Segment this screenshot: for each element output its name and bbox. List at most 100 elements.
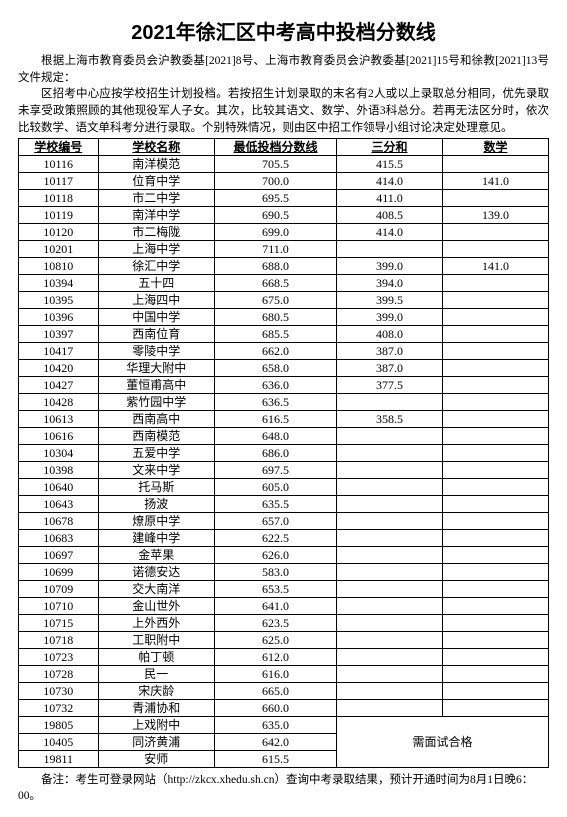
table-row: 10395上海四中675.0399.5 (19, 292, 549, 309)
table-row: 10119南洋中学690.5408.5139.0 (19, 207, 549, 224)
cell-sum: 394.0 (336, 275, 442, 292)
table-row: 10117位育中学700.0414.0141.0 (19, 173, 549, 190)
cell-id: 10118 (19, 190, 99, 207)
cell-name: 西南模范 (98, 428, 215, 445)
cell-min: 648.0 (215, 428, 337, 445)
col-math: 数学 (442, 139, 548, 156)
cell-id: 10730 (19, 683, 99, 700)
cell-min: 626.0 (215, 547, 337, 564)
cell-id: 10395 (19, 292, 99, 309)
cell-sum: 387.0 (336, 343, 442, 360)
cell-math (442, 581, 548, 598)
table-row: 10810徐汇中学688.0399.0141.0 (19, 258, 549, 275)
table-row: 10116南洋模范705.5415.5 (19, 156, 549, 173)
cell-min: 635.5 (215, 496, 337, 513)
table-row: 10201上海中学711.0 (19, 241, 549, 258)
table-row: 10304五爱中学686.0 (19, 445, 549, 462)
cell-math (442, 445, 548, 462)
cell-name: 文来中学 (98, 462, 215, 479)
cell-sum: 411.0 (336, 190, 442, 207)
table-row: 10683建峰中学622.5 (19, 530, 549, 547)
cell-min: 700.0 (215, 173, 337, 190)
cell-min: 711.0 (215, 241, 337, 258)
table-row: 10420华理大附中658.0387.0 (19, 360, 549, 377)
table-row: 10723帕丁顿612.0 (19, 649, 549, 666)
cell-math (442, 394, 548, 411)
cell-id: 10396 (19, 309, 99, 326)
cell-name: 南洋中学 (98, 207, 215, 224)
cell-min: 615.5 (215, 751, 337, 768)
table-row: 10643扬波635.5 (19, 496, 549, 513)
cell-id: 10116 (19, 156, 99, 173)
cell-name: 金山世外 (98, 598, 215, 615)
intro-p1: 根据上海市教育委员会沪教委基[2021]8号、上海市教育委员会沪教委基[2021… (18, 53, 549, 86)
cell-sum: 414.0 (336, 224, 442, 241)
cell-min: 662.0 (215, 343, 337, 360)
cell-name: 民一 (98, 666, 215, 683)
cell-min: 686.0 (215, 445, 337, 462)
cell-sum: 415.5 (336, 156, 442, 173)
cell-sum: 377.5 (336, 377, 442, 394)
cell-min: 705.5 (215, 156, 337, 173)
cell-id: 10119 (19, 207, 99, 224)
cell-math (442, 360, 548, 377)
cell-math (442, 190, 548, 207)
cell-sum (336, 615, 442, 632)
cell-sum (336, 496, 442, 513)
cell-min: 616.5 (215, 411, 337, 428)
cell-id: 10683 (19, 530, 99, 547)
table-row: 10120市二梅陇699.0414.0 (19, 224, 549, 241)
cell-math (442, 326, 548, 343)
cell-name: 华理大附中 (98, 360, 215, 377)
cell-sum: 399.5 (336, 292, 442, 309)
cell-min: 668.5 (215, 275, 337, 292)
cell-sum (336, 547, 442, 564)
col-id: 学校编号 (19, 139, 99, 156)
cell-id: 10304 (19, 445, 99, 462)
cell-math (442, 496, 548, 513)
cell-math (442, 598, 548, 615)
cell-sum (336, 666, 442, 683)
table-row: 10640托马斯605.0 (19, 479, 549, 496)
cell-math (442, 241, 548, 258)
cell-id: 10697 (19, 547, 99, 564)
table-row: 10728民一616.0 (19, 666, 549, 683)
cell-sum (336, 598, 442, 615)
cell-name: 西南高中 (98, 411, 215, 428)
cell-id: 10709 (19, 581, 99, 598)
cell-id: 10732 (19, 700, 99, 717)
cell-id: 10420 (19, 360, 99, 377)
cell-min: 635.0 (215, 717, 337, 734)
cell-name: 上海中学 (98, 241, 215, 258)
cell-math: 141.0 (442, 173, 548, 190)
cell-name: 上海四中 (98, 292, 215, 309)
cell-math (442, 479, 548, 496)
cell-sum (336, 581, 442, 598)
table-row: 10428紫竹园中学636.5 (19, 394, 549, 411)
cell-math (442, 156, 548, 173)
cell-id: 10678 (19, 513, 99, 530)
cell-min: 642.0 (215, 734, 337, 751)
table-row: 10697金苹果626.0 (19, 547, 549, 564)
cell-name: 燎原中学 (98, 513, 215, 530)
cell-id: 10117 (19, 173, 99, 190)
cell-id: 10715 (19, 615, 99, 632)
cell-min: 622.5 (215, 530, 337, 547)
cell-name: 金苹果 (98, 547, 215, 564)
cell-min: 625.0 (215, 632, 337, 649)
table-row: 10718工职附中625.0 (19, 632, 549, 649)
cell-sum: 399.0 (336, 258, 442, 275)
cell-math (442, 683, 548, 700)
table-row: 10397西南位育685.5408.0 (19, 326, 549, 343)
cell-name: 中国中学 (98, 309, 215, 326)
cell-min: 697.5 (215, 462, 337, 479)
cell-min: 695.5 (215, 190, 337, 207)
footnote: 备注：考生可登录网站（http://zkcx.xhedu.sh.cn）查询中考录… (18, 772, 549, 804)
table-row: 10613西南高中616.5358.5 (19, 411, 549, 428)
table-row: 10678燎原中学657.0 (19, 513, 549, 530)
table-row: 10118市二中学695.5411.0 (19, 190, 549, 207)
cell-name: 宋庆龄 (98, 683, 215, 700)
cell-math: 141.0 (442, 258, 548, 275)
col-name: 学校名称 (98, 139, 215, 156)
intro-text: 根据上海市教育委员会沪教委基[2021]8号、上海市教育委员会沪教委基[2021… (18, 53, 549, 136)
